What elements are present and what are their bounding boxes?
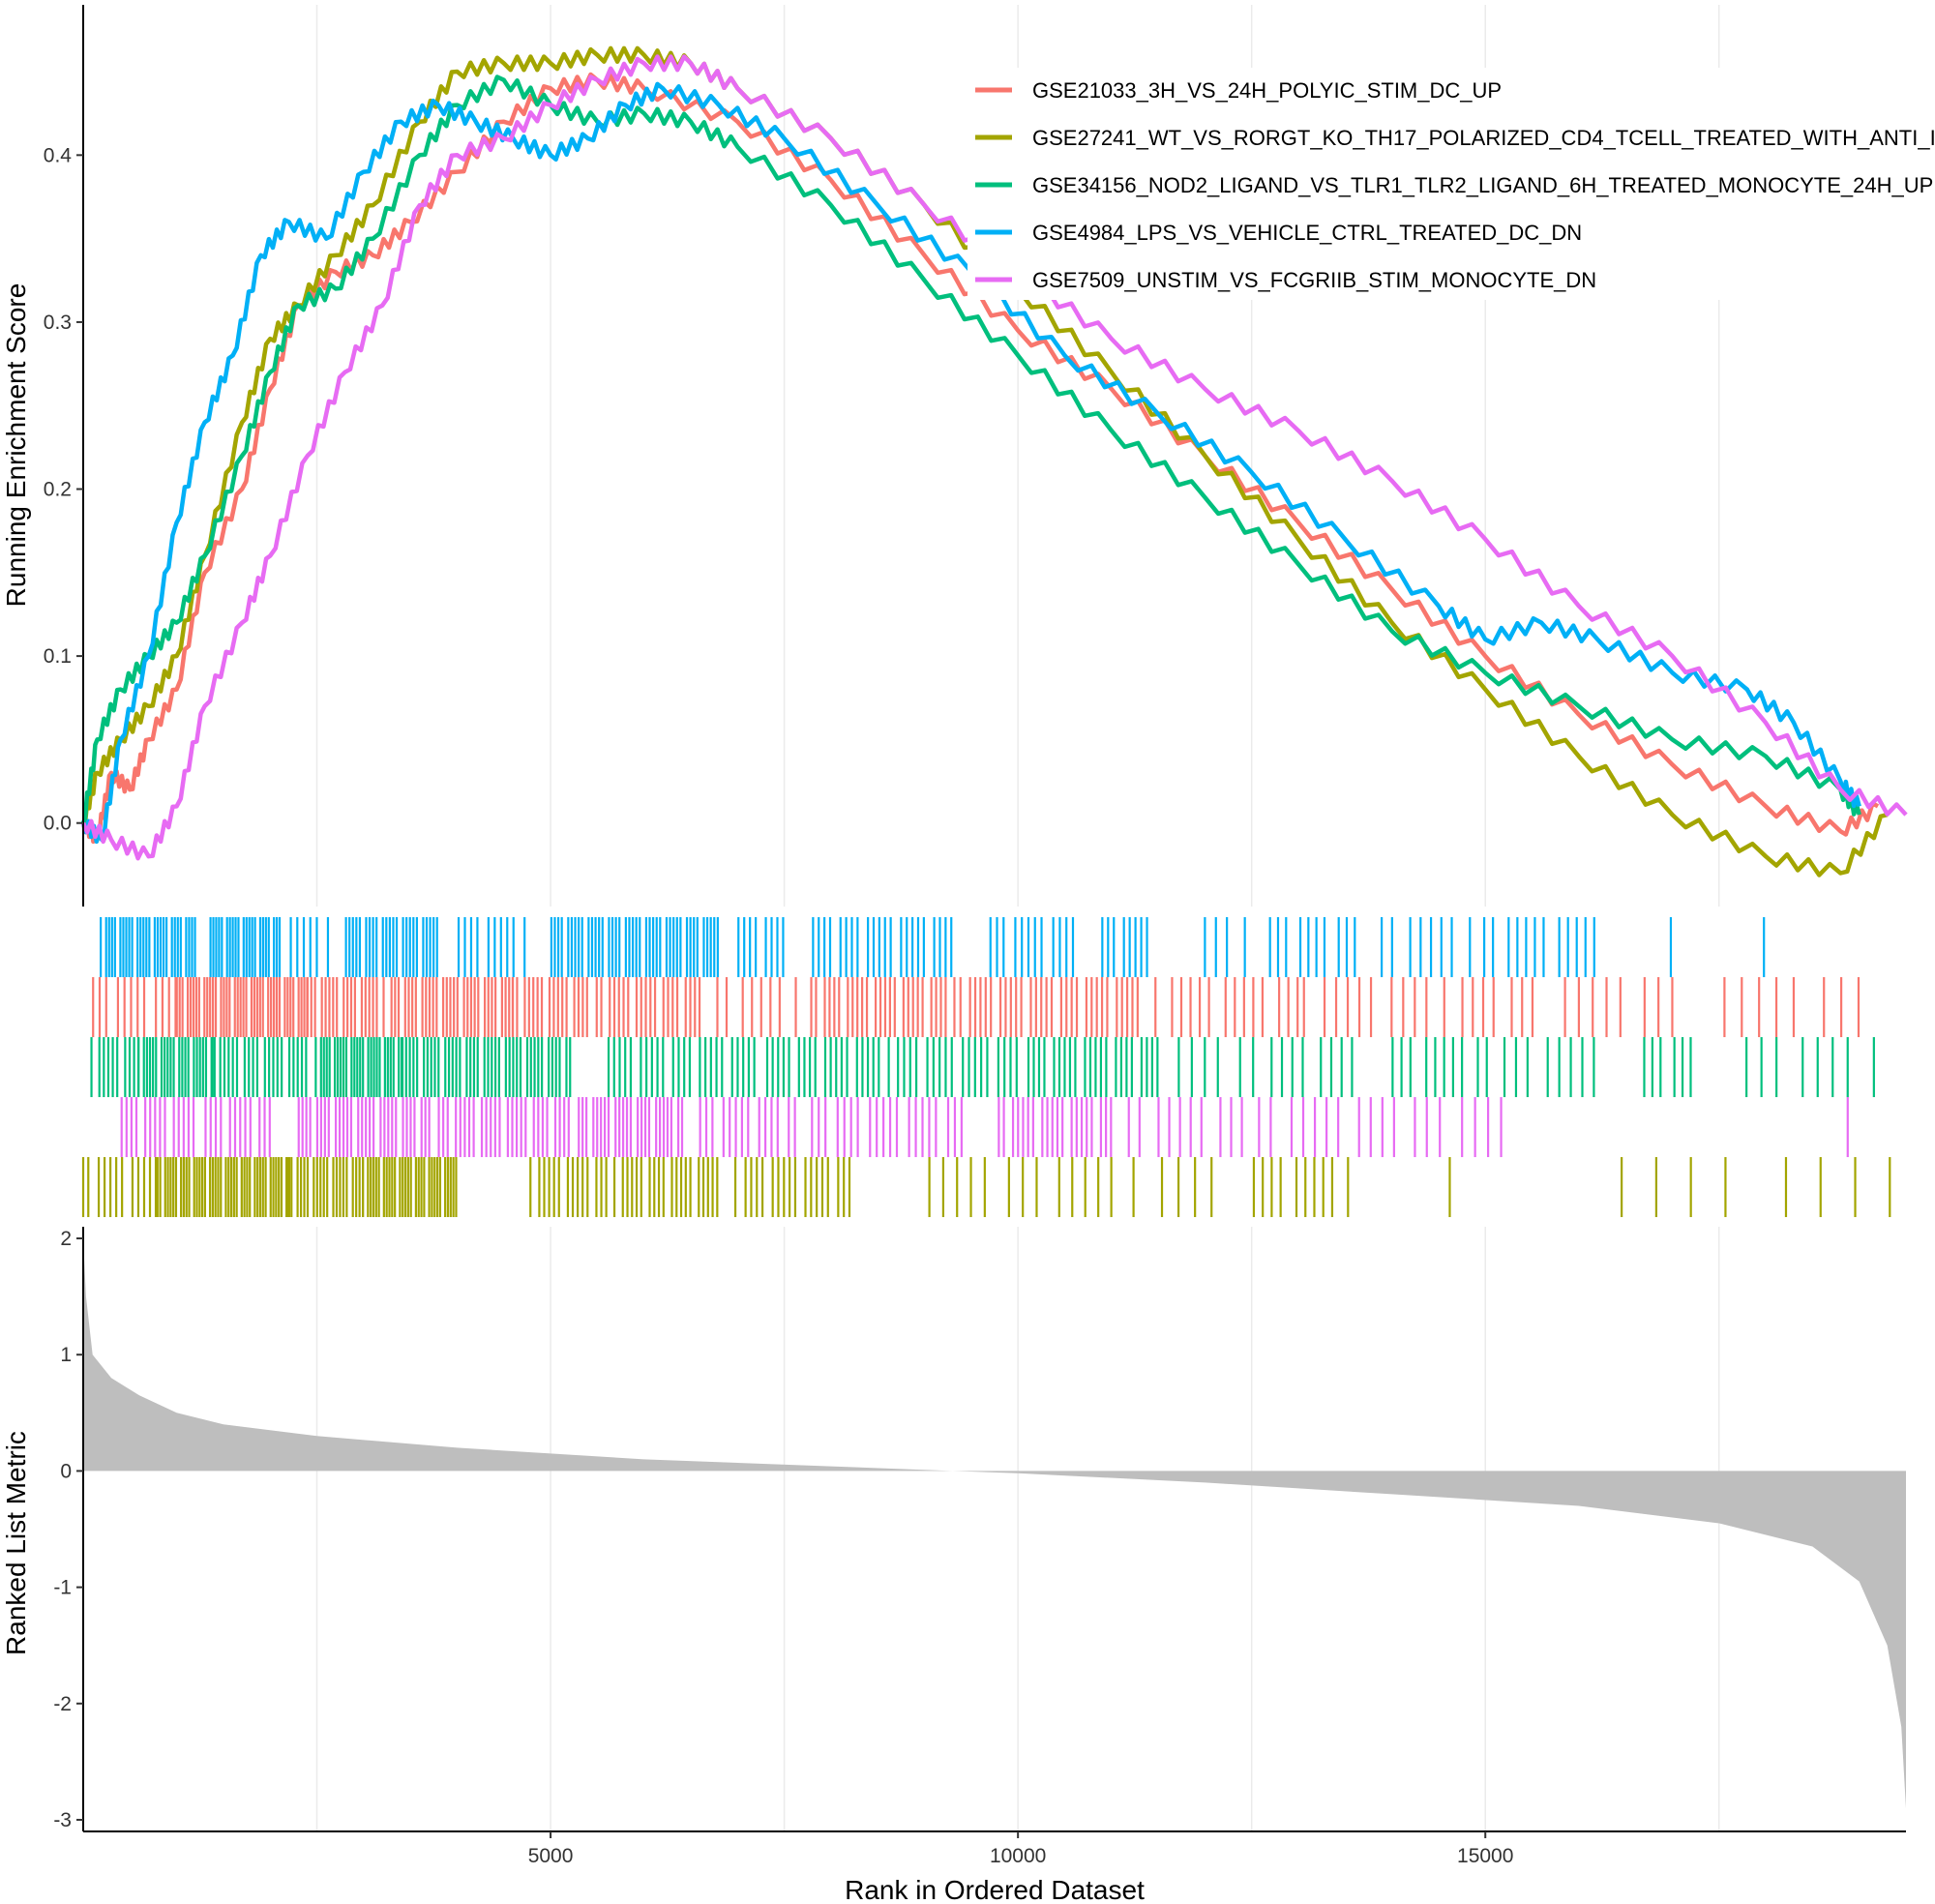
ranked-y-tick-label-5: -3 bbox=[53, 1809, 72, 1831]
hits-row-0 bbox=[100, 917, 1766, 977]
x-ticks: 5000 10000 15000 bbox=[528, 1831, 1513, 1867]
enrichment-line-0 bbox=[80, 72, 1880, 845]
hits-row-2 bbox=[90, 1037, 1875, 1097]
legend-label-2: GSE34156_NOD2_LIGAND_VS_TLR1_TLR2_LIGAND… bbox=[1032, 173, 1933, 197]
legend-label-3: GSE4984_LPS_VS_VEHICLE_CTRL_TREATED_DC_D… bbox=[1032, 221, 1582, 245]
enrichment-line-3 bbox=[80, 81, 1861, 845]
enrichment-y-tick-label-2: 0.2 bbox=[44, 479, 72, 501]
hits-row-1 bbox=[92, 977, 1861, 1037]
ranked-y-tick-label-2: 0 bbox=[60, 1460, 72, 1482]
hits-row-3 bbox=[120, 1097, 1849, 1157]
enrichment-y-ticks: 0.0 0.1 0.2 0.3 0.4 bbox=[44, 144, 83, 835]
ranked-y-tick-label-3: -1 bbox=[53, 1577, 72, 1599]
ranked-y-tick-label-1: 1 bbox=[60, 1344, 72, 1366]
x-tick-label-2: 15000 bbox=[1457, 1845, 1513, 1867]
enrichment-y-tick-label-3: 0.3 bbox=[44, 312, 72, 334]
legend-background bbox=[968, 68, 1935, 300]
enrichment-y-tick-label-4: 0.4 bbox=[44, 144, 73, 166]
legend: GSE21033_3H_VS_24H_POLYIC_STIM_DC_UP GSE2… bbox=[968, 68, 1935, 300]
enrichment-score-panel: 0.0 0.1 0.2 0.3 0.4 Running Enrichment Score bbox=[1, 5, 1908, 907]
enrichment-line-4 bbox=[80, 54, 1908, 861]
ranked-metric-panel: 2 1 0 -1 -2 -3 5000 10000 15000 Ranked List Met… bbox=[1, 1227, 1906, 1904]
enrichment-y-tick-label-0: 0.0 bbox=[44, 813, 72, 835]
enrichment-lines bbox=[80, 45, 1908, 878]
legend-label-4: GSE7509_UNSTIM_VS_FCGRIIB_STIM_MONOCYTE_… bbox=[1032, 268, 1596, 292]
ranked-y-tick-label-0: 2 bbox=[60, 1228, 72, 1250]
ranked-gridlines bbox=[315, 1227, 1720, 1831]
enrichment-y-tick-label-1: 0.1 bbox=[44, 645, 72, 668]
x-tick-label-1: 10000 bbox=[990, 1845, 1046, 1867]
enrichment-line-2 bbox=[80, 74, 1861, 824]
legend-label-0: GSE21033_3H_VS_24H_POLYIC_STIM_DC_UP bbox=[1032, 78, 1502, 103]
hits-row-4 bbox=[81, 1157, 1891, 1217]
ranked-y-ticks: 2 1 0 -1 -2 -3 bbox=[53, 1228, 83, 1831]
ranked-y-axis-title: Ranked List Metric bbox=[1, 1431, 31, 1655]
enrichment-y-axis-title: Running Enrichment Score bbox=[1, 283, 31, 608]
x-tick-label-0: 5000 bbox=[528, 1845, 574, 1867]
hits-panel bbox=[81, 917, 1891, 1217]
x-axis-title: Rank in Ordered Dataset bbox=[845, 1875, 1145, 1904]
legend-label-1: GSE27241_WT_VS_RORGT_KO_TH17_POLARIZED_C… bbox=[1032, 126, 1935, 150]
ranked-y-tick-label-4: -2 bbox=[53, 1693, 72, 1715]
